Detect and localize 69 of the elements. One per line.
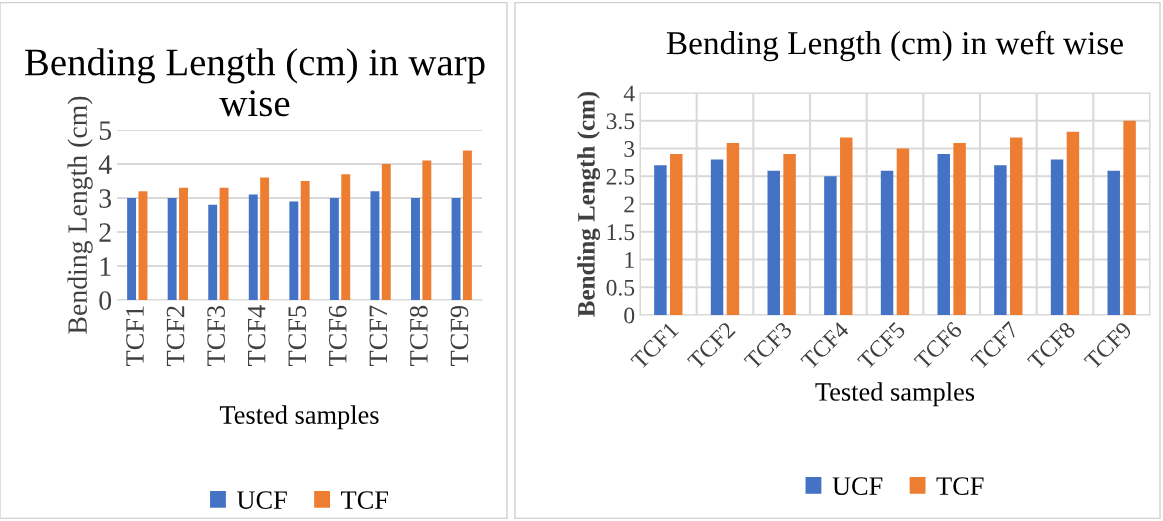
bar <box>219 187 229 300</box>
y-tick-label: 3 <box>624 141 635 157</box>
bar <box>1066 131 1080 315</box>
bar <box>208 204 218 300</box>
bar <box>783 154 796 315</box>
bar <box>937 154 950 315</box>
x-tick-label: TCF4 <box>247 305 266 366</box>
legend-label: UCF <box>236 491 287 509</box>
bar <box>654 165 667 315</box>
y-tick-label: 4 <box>623 85 635 102</box>
bar <box>1010 137 1023 315</box>
bar <box>994 165 1007 315</box>
y-tick-label: 0 <box>99 291 112 310</box>
bar <box>1050 159 1064 315</box>
bar <box>824 176 837 315</box>
bar <box>451 198 461 300</box>
bar <box>381 164 391 300</box>
x-tick-label: TCF7 <box>369 305 388 366</box>
bar <box>289 201 299 300</box>
bar <box>1123 120 1136 315</box>
y-tick-label: 0 <box>624 307 635 324</box>
legend-label: UCF <box>832 477 883 495</box>
bar <box>167 198 177 300</box>
bar <box>411 198 420 300</box>
bar <box>896 148 910 315</box>
bar <box>710 159 724 315</box>
bar <box>726 142 740 315</box>
bar <box>300 181 310 300</box>
x-axis-title: Tested samples <box>219 405 379 430</box>
bar <box>260 177 270 300</box>
bar <box>127 198 137 300</box>
bar <box>462 150 472 300</box>
y-tick-label: 4 <box>98 155 112 174</box>
bar <box>341 174 351 300</box>
bar <box>953 142 966 315</box>
y-tick-label: 2 <box>624 196 634 213</box>
bar <box>329 198 339 300</box>
x-tick-label: TCF5 <box>288 305 307 366</box>
x-tick-label: TCF9 <box>450 305 469 366</box>
x-axis-title: Tested samples <box>815 382 975 407</box>
y-axis-title: Bending Length (cm) <box>67 96 93 334</box>
y-tick-label: 1 <box>625 252 634 268</box>
y-tick-label: 2.5 <box>606 168 635 185</box>
y-tick-label: 3 <box>99 189 112 208</box>
x-tick-label: TCF1 <box>126 306 144 366</box>
x-tick-label: TCF3 <box>207 305 225 366</box>
bar <box>138 191 148 300</box>
x-tick-label: TCF2 <box>166 306 185 366</box>
bar <box>880 170 894 315</box>
y-tick-label: 5 <box>99 121 112 140</box>
bar <box>767 170 780 315</box>
bar <box>670 154 683 315</box>
bar <box>422 160 432 300</box>
x-tick-label: TCF6 <box>328 305 347 366</box>
y-axis-title: Bending Length (cm) <box>577 91 601 317</box>
y-tick-label: 3.5 <box>606 113 635 130</box>
legend-label: TCF <box>341 491 388 509</box>
bar <box>1107 170 1120 315</box>
y-tick-label: 0.5 <box>606 279 635 296</box>
bar <box>179 187 188 300</box>
bar <box>370 191 380 300</box>
y-tick-label: 1.5 <box>607 224 635 241</box>
legend-label: TCF <box>936 477 984 495</box>
x-tick-label: TCF8 <box>409 305 428 366</box>
chart-title: Bending Length (cm) in weft wise <box>666 30 1123 62</box>
bar <box>248 194 258 300</box>
y-tick-label: 2 <box>99 223 111 242</box>
bar <box>840 137 853 315</box>
y-tick-label: 1 <box>100 257 111 276</box>
